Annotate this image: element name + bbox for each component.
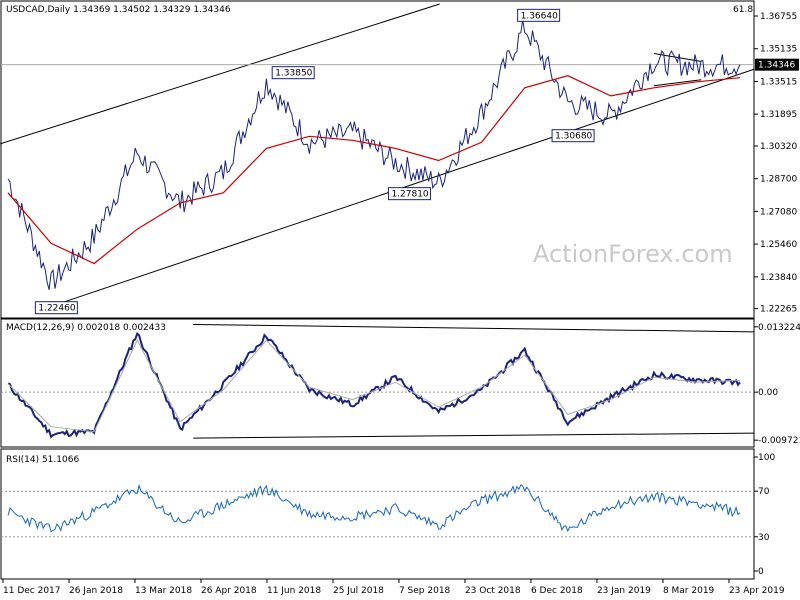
rsi-title: RSI(14) 51.1066 — [6, 455, 79, 465]
annotation-label: 1.36640 — [521, 11, 558, 21]
macd-tick-label: 0.013224 — [758, 323, 800, 333]
macd-panel — [0, 318, 755, 448]
rsi-tick-label: 70 — [758, 487, 770, 497]
x-tick-label: 8 Mar 2019 — [663, 586, 715, 596]
price-tick-label: 1.23840 — [760, 273, 797, 283]
x-tick-label: 6 Dec 2018 — [531, 586, 583, 596]
x-tick-label: 26 Apr 2018 — [201, 586, 257, 596]
annotation-box — [551, 129, 595, 143]
triangle-upper-line — [653, 52, 702, 63]
rsi-tick-label: 100 — [758, 453, 775, 463]
annotation-box — [271, 66, 315, 80]
moving-average-line — [7, 75, 741, 265]
x-tick-label: 25 Jul 2018 — [333, 586, 384, 596]
rsi-lines — [1, 483, 754, 538]
price-series — [7, 19, 741, 290]
price-header: USDCAD,Daily 1.34369 1.34502 1.34329 1.3… — [6, 5, 231, 15]
macd-upper-trendline — [193, 323, 755, 333]
annotation-label: 1.30680 — [555, 132, 592, 142]
x-tick-label: 23 Apr 2019 — [729, 586, 785, 596]
macd-line — [7, 332, 741, 439]
watermark: ActionForex.com — [533, 240, 733, 268]
rsi-tick-label: 0 — [758, 567, 764, 577]
annotation-label: 1.33850 — [275, 69, 312, 79]
annotation-label: 1.22460 — [38, 304, 75, 314]
macd-tick-label: -0.009721 — [758, 436, 800, 446]
x-tick-label: 11 Jun 2018 — [267, 586, 321, 596]
price-tick-label: 1.30320 — [760, 142, 797, 152]
x-tick-label: 11 Dec 2017 — [3, 586, 61, 596]
price-tick-label: 1.36755 — [760, 12, 797, 22]
corner-label: 61.8 — [733, 5, 753, 15]
x-tick-label: 26 Jan 2018 — [69, 586, 123, 596]
x-tick-label: 13 Mar 2018 — [135, 586, 192, 596]
price-tick-label: 1.33515 — [760, 77, 797, 87]
rsi-axis: 100 70 30 0 — [754, 453, 775, 577]
current-price-label: 1.34346 — [758, 61, 795, 71]
channel-lower-line — [55, 68, 755, 306]
macd-tick-label: 0.00 — [758, 388, 778, 398]
price-annotations: 1.22460 1.33850 1.27810 1.36640 1.30680 — [34, 8, 595, 315]
annotation-box — [34, 301, 78, 315]
channel-upper-line — [0, 3, 440, 145]
price-tick-label: 1.35135 — [760, 45, 797, 55]
macd-lower-trendline — [193, 432, 755, 439]
macd-title: MACD(12,26,9) 0.002018 0.002433 — [6, 323, 166, 333]
price-tick-label: 1.27080 — [760, 207, 797, 217]
macd-signal-line — [7, 339, 741, 433]
rsi-line — [7, 483, 741, 533]
current-price-box — [755, 58, 799, 71]
price-tick-label: 1.31895 — [760, 110, 797, 120]
price-tick-label: 1.25460 — [760, 240, 797, 250]
annotation-box — [517, 8, 561, 22]
x-tick-label: 23 Jan 2019 — [597, 586, 651, 596]
price-panel — [0, 0, 755, 319]
rsi-panel — [0, 448, 755, 580]
x-tick-label: 7 Sep 2018 — [399, 586, 451, 596]
rsi-tick-label: 30 — [758, 533, 770, 543]
annotation-label: 1.27810 — [391, 190, 428, 200]
x-axis: 11 Dec 2017 26 Jan 2018 13 Mar 2018 26 Apr … — [2, 579, 785, 596]
price-line — [7, 19, 741, 290]
price-tick-label: 1.28700 — [760, 175, 797, 185]
price-tick-label: 1.22265 — [760, 305, 797, 315]
triangle-lower-line — [653, 79, 702, 87]
price-trendlines — [0, 3, 755, 306]
price-axis: 1.36755 1.35135 1.33515 1.31895 1.30320 1.287… — [754, 12, 799, 315]
macd-lines — [1, 323, 755, 439]
x-tick-label: 23 Oct 2018 — [465, 586, 521, 596]
annotation-box — [387, 187, 431, 201]
macd-axis: 0.013224 0.00 -0.009721 — [754, 323, 800, 446]
